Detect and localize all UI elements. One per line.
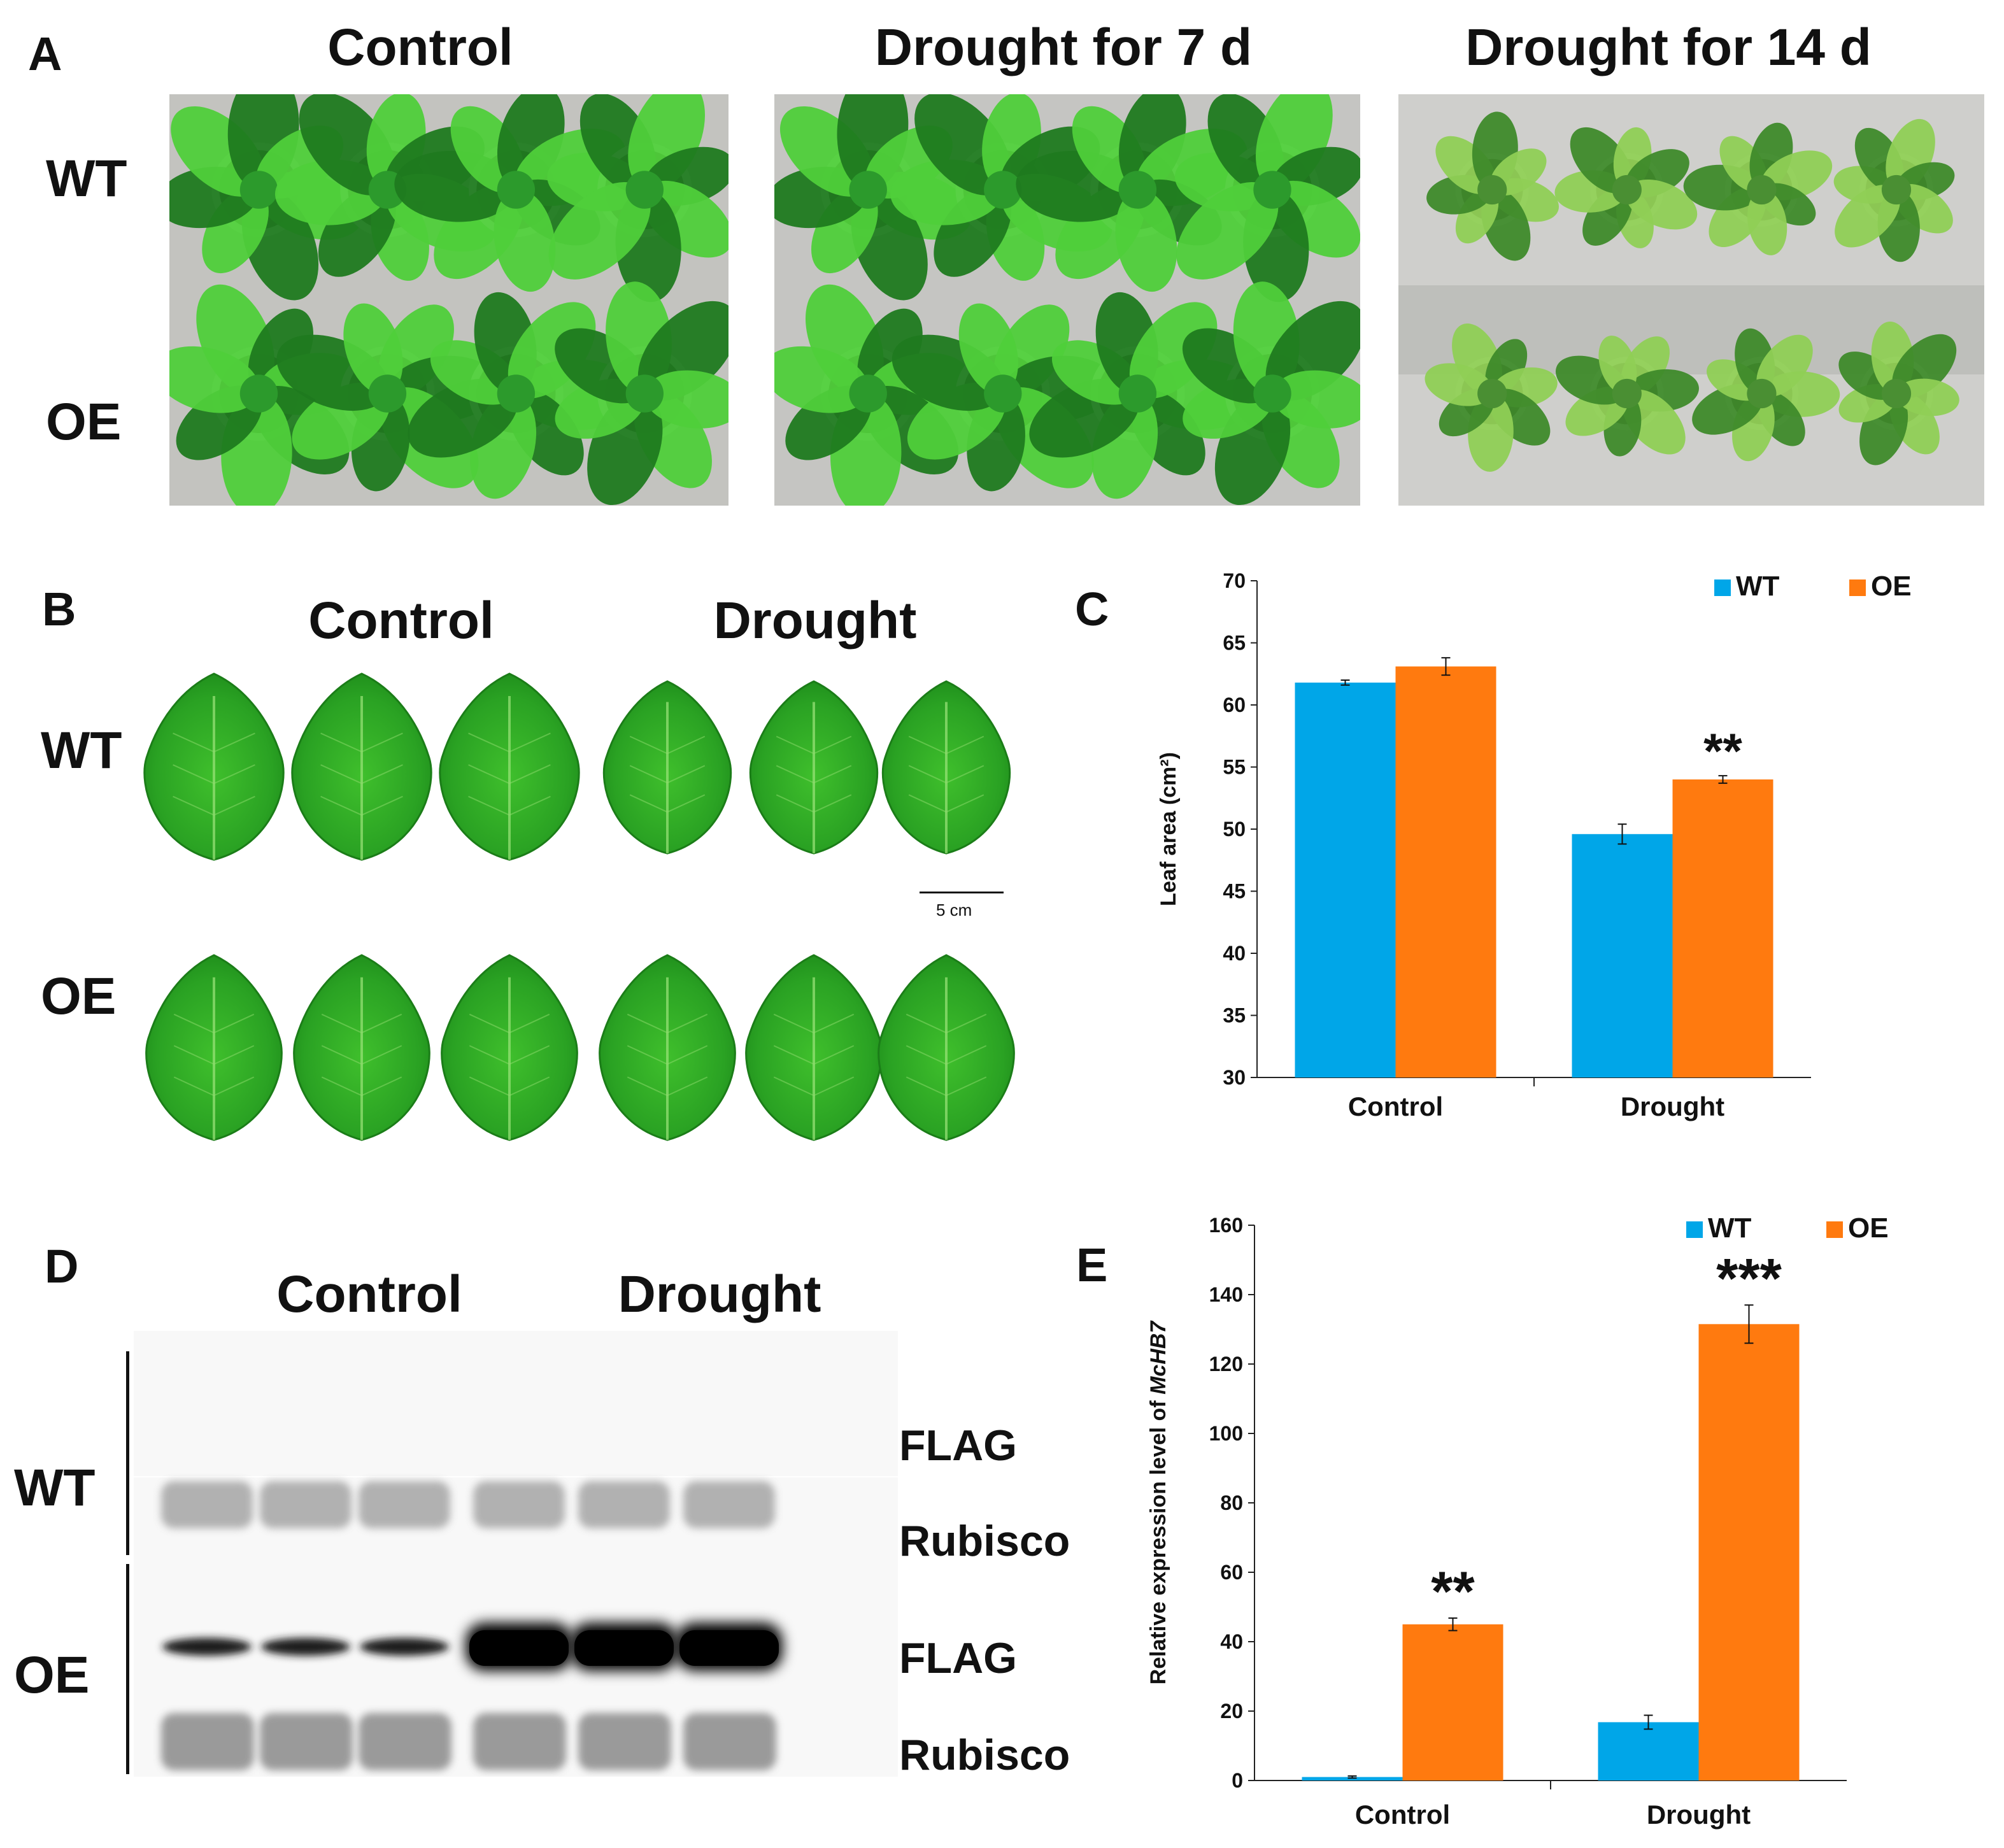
blot-label-flag-oe: FLAG bbox=[899, 1634, 1018, 1682]
y-tick-label: 60 bbox=[1220, 1561, 1243, 1584]
y-tick-label: 60 bbox=[1223, 693, 1246, 716]
bar-oe-drought bbox=[1672, 779, 1773, 1077]
panel-d-letter: D bbox=[45, 1240, 79, 1293]
legend-label-wt: WT bbox=[1736, 571, 1780, 602]
y-tick-label: 70 bbox=[1223, 569, 1246, 592]
legend-swatch-wt bbox=[1714, 579, 1731, 596]
panel-a-title-drought-7d: Drought for 7 d bbox=[874, 18, 1253, 76]
panel-a-row-wt: WT bbox=[46, 150, 127, 208]
photo-drought-14d-plants bbox=[1398, 94, 1984, 506]
bar-wt-drought bbox=[1572, 834, 1673, 1077]
chart-relative-expression: 0 20 40 60 80 100 120 140 160 Control ** Drought ***… bbox=[1146, 1212, 1889, 1830]
x-category-label: Drought bbox=[1647, 1800, 1751, 1830]
photo-control-plants bbox=[169, 94, 728, 506]
panel-a-title-drought-14d: Drought for 14 d bbox=[1465, 18, 1872, 76]
panel-b-letter: B bbox=[42, 583, 76, 636]
wt-bracket-line bbox=[126, 1351, 129, 1555]
y-axis-label: Relative expression level of McHB7 bbox=[1146, 1320, 1170, 1685]
bar-oe-drought bbox=[1698, 1324, 1800, 1780]
y-tick-label: 160 bbox=[1209, 1214, 1243, 1237]
panel-a-row-oe: OE bbox=[46, 393, 122, 451]
significance-marker: ** bbox=[1431, 1560, 1475, 1623]
panel-d-row-wt: WT bbox=[14, 1459, 96, 1517]
bar-wt-control bbox=[1295, 682, 1396, 1077]
blot-label-rubisco-oe: Rubisco bbox=[899, 1731, 1070, 1779]
photo-detached-leaves bbox=[140, 662, 1057, 1146]
legend-swatch-oe bbox=[1826, 1221, 1843, 1238]
y-tick-label: 35 bbox=[1223, 1004, 1246, 1027]
y-tick-label: 0 bbox=[1232, 1769, 1243, 1792]
y-tick-label: 30 bbox=[1223, 1066, 1246, 1089]
panel-c-letter: C bbox=[1075, 583, 1109, 636]
y-tick-label: 20 bbox=[1220, 1700, 1243, 1723]
x-category-label: Control bbox=[1348, 1091, 1443, 1121]
y-tick-label: 80 bbox=[1220, 1491, 1243, 1514]
panel-a-letter: A bbox=[28, 27, 62, 80]
blot-label-rubisco-wt: Rubisco bbox=[899, 1517, 1070, 1565]
bar-wt-control bbox=[1302, 1777, 1403, 1780]
panel-d-title-drought: Drought bbox=[618, 1265, 821, 1323]
x-category-label: Control bbox=[1355, 1800, 1450, 1830]
bar-oe-control bbox=[1402, 1624, 1503, 1780]
y-tick-label: 40 bbox=[1223, 942, 1246, 965]
blot-label-flag-wt: FLAG bbox=[899, 1421, 1018, 1470]
bar-oe-control bbox=[1395, 666, 1496, 1077]
panel-b-row-oe: OE bbox=[41, 967, 117, 1025]
scale-bar bbox=[920, 892, 1004, 893]
y-axis-label: Leaf area (cm²) bbox=[1156, 752, 1181, 906]
y-tick-label: 65 bbox=[1223, 632, 1246, 655]
significance-marker: *** bbox=[1716, 1246, 1782, 1309]
scale-bar-label: 5 cm bbox=[936, 900, 972, 920]
y-tick-label: 45 bbox=[1223, 880, 1246, 903]
panel-b-row-wt: WT bbox=[41, 721, 122, 779]
y-tick-label: 140 bbox=[1209, 1283, 1243, 1306]
photo-drought-7d-plants bbox=[774, 94, 1360, 506]
chart-leaf-area: 30 35 40 45 50 55 60 65 70 Control Drought ** WT OE Le… bbox=[1156, 569, 1912, 1121]
panel-b-title-control: Control bbox=[308, 592, 494, 650]
panel-b-title-drought: Drought bbox=[713, 592, 917, 650]
panel-e-letter: E bbox=[1076, 1239, 1108, 1291]
panel-d-row-oe: OE bbox=[14, 1646, 90, 1704]
oe-bracket-line bbox=[126, 1564, 129, 1774]
panel-d-title-control: Control bbox=[276, 1265, 462, 1323]
y-tick-label: 50 bbox=[1223, 818, 1246, 841]
western-blot-image bbox=[134, 1331, 898, 1777]
legend-label-wt: WT bbox=[1708, 1212, 1752, 1244]
bar-wt-drought bbox=[1598, 1722, 1699, 1780]
legend-swatch-wt bbox=[1686, 1221, 1703, 1238]
panel-a-title-control: Control bbox=[327, 18, 513, 76]
legend-label-oe: OE bbox=[1848, 1212, 1889, 1244]
y-tick-label: 100 bbox=[1209, 1422, 1243, 1445]
y-tick-label: 120 bbox=[1209, 1353, 1243, 1375]
y-tick-label: 40 bbox=[1220, 1630, 1243, 1653]
x-category-label: Drought bbox=[1621, 1091, 1724, 1121]
y-tick-label: 55 bbox=[1223, 756, 1246, 779]
legend-swatch-oe bbox=[1849, 579, 1866, 596]
significance-marker: ** bbox=[1703, 723, 1742, 779]
legend-label-oe: OE bbox=[1871, 571, 1912, 602]
